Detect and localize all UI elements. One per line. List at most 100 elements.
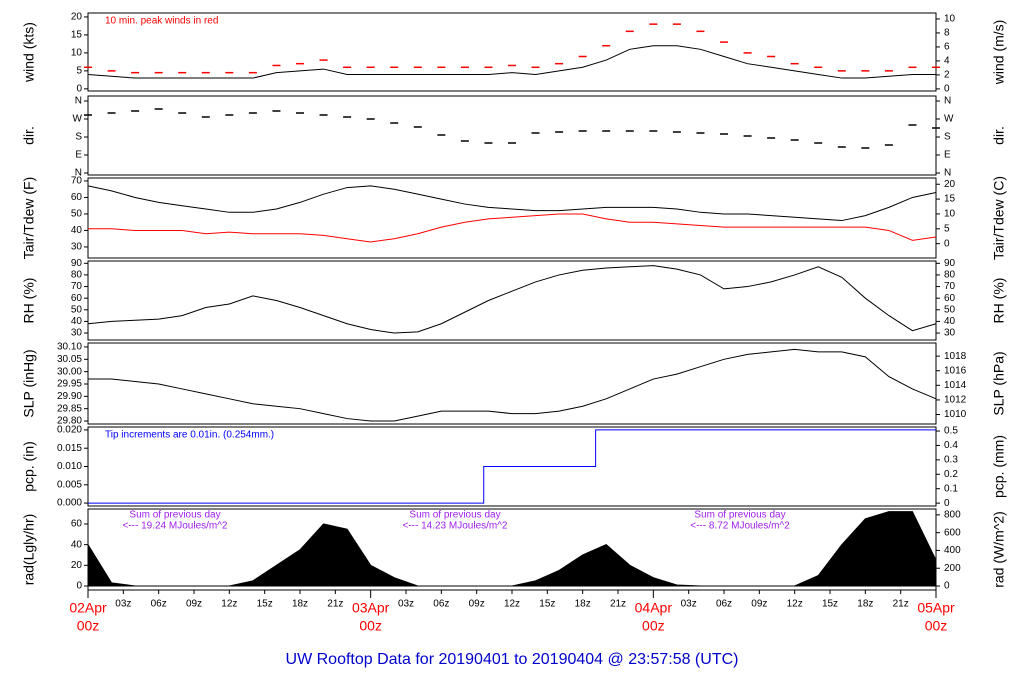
date-label: 02Apr: [69, 600, 107, 616]
y-tick-label: 50: [71, 209, 83, 220]
date-sub-label: 00z: [925, 618, 948, 634]
y2-tick-label: 40: [944, 316, 956, 327]
y-axis-label: SLP (inHg): [21, 349, 37, 417]
line: [87, 265, 937, 334]
panel-frame: [87, 12, 937, 92]
x-tick-label: 03z: [681, 599, 697, 610]
y-tick-label: 15: [71, 30, 83, 41]
panel-frame: [87, 260, 937, 341]
x-tick-label: 21z: [327, 599, 343, 610]
y-tick-label: S: [75, 132, 82, 143]
y2-axis-label: RH (%): [991, 278, 1007, 324]
y-tick-label: 30: [71, 328, 83, 339]
y2-tick-label: 15: [944, 194, 956, 205]
note-sub: <--- 14.23 MJoules/m^2: [402, 521, 507, 532]
line: [88, 348, 937, 422]
x-tick-label: 09z: [186, 599, 202, 610]
y2-tick-label: 90: [944, 258, 956, 269]
note-sub: <--- 19.24 MJoules/m^2: [122, 521, 227, 532]
y-tick-label: 40: [71, 225, 83, 236]
y2-axis-label: Tair/Tdew (C): [991, 176, 1007, 260]
area: [87, 511, 937, 587]
y2-tick-label: 70: [944, 281, 956, 292]
y-tick-label: 30: [71, 242, 83, 253]
y2-tick-label: 0: [944, 581, 950, 592]
date-label: 05Apr: [917, 600, 955, 616]
y-tick-label: 70: [71, 281, 83, 292]
y-tick-label: 5: [76, 66, 82, 77]
y2-tick-label: 60: [944, 293, 956, 304]
y2-axis-label: rad (W/m^2): [991, 511, 1007, 588]
y2-tick-label: 600: [944, 527, 961, 538]
date-sub-label: 00z: [359, 618, 382, 634]
y2-tick-label: 1018: [944, 351, 967, 362]
x-tick-label: 09z: [751, 599, 767, 610]
date-label: 04Apr: [635, 600, 673, 616]
y2-tick-label: 0.3: [944, 455, 958, 466]
y2-tick-label: 30: [944, 328, 956, 339]
y2-tick-label: 2: [944, 70, 950, 81]
y-tick-label: 29.90: [57, 391, 82, 402]
panel-frame: [87, 342, 937, 425]
x-tick-label: 09z: [469, 599, 485, 610]
y2-tick-label: 6: [944, 42, 950, 53]
panel-frame: [87, 95, 937, 176]
y-tick-label: N: [75, 168, 82, 179]
y2-tick-label: 80: [944, 270, 956, 281]
y2-tick-label: 200: [944, 563, 961, 574]
line: [88, 213, 937, 243]
x-tick-label: 21z: [893, 599, 909, 610]
y-tick-label: 90: [71, 258, 83, 269]
x-tick-label: 15z: [822, 599, 838, 610]
y-tick-label: E: [75, 150, 82, 161]
y2-axis-label: pcp. (mm): [991, 435, 1007, 498]
y2-tick-label: 0.1: [944, 483, 958, 494]
y-tick-label: 0.010: [57, 461, 82, 472]
y-axis-label: Tair/Tdew (F): [21, 177, 37, 259]
y2-tick-label: 0.5: [944, 426, 958, 437]
y-tick-label: 29.85: [57, 403, 82, 414]
y-tick-label: W: [73, 114, 83, 125]
x-tick-label: 21z: [610, 599, 626, 610]
y-tick-label: 30.05: [57, 354, 82, 365]
y-tick-label: 10: [71, 48, 83, 59]
line: [87, 45, 936, 79]
y-tick-label: 60: [71, 519, 83, 530]
y-axis-label: pcp. (in): [21, 441, 37, 492]
y2-tick-label: 20: [944, 179, 956, 190]
y2-tick-label: 400: [944, 545, 961, 556]
y-tick-label: N: [75, 96, 82, 107]
y-axis-label: wind (kts): [21, 22, 37, 83]
x-tick-label: 03z: [115, 599, 131, 610]
y-tick-label: 0.020: [57, 425, 82, 436]
y-tick-label: 30.10: [57, 342, 82, 353]
annotation: Tip increments are 0.01in. (0.254mm.): [105, 430, 274, 441]
y2-tick-label: 0.4: [944, 440, 958, 451]
y-tick-label: 70: [71, 176, 83, 187]
y-tick-label: 80: [71, 270, 83, 281]
x-tick-label: 06z: [433, 599, 449, 610]
y2-tick-label: 0: [944, 84, 950, 95]
line: [87, 185, 937, 222]
date-sub-label: 00z: [77, 618, 100, 634]
y2-tick-label: 10: [944, 14, 956, 25]
note: Sum of previous day: [409, 510, 500, 521]
x-tick-label: 18z: [857, 599, 873, 610]
y2-tick-label: 800: [944, 510, 961, 521]
note: Sum of previous day: [129, 510, 220, 521]
y2-tick-label: W: [944, 114, 954, 125]
y-tick-label: 29.80: [57, 416, 82, 427]
x-tick-label: 12z: [787, 599, 803, 610]
y-tick-label: 40: [71, 316, 83, 327]
y2-tick-label: 1014: [944, 380, 967, 391]
y2-tick-label: 4: [944, 56, 950, 67]
x-tick-label: 15z: [539, 599, 555, 610]
x-tick-label: 06z: [716, 599, 732, 610]
chart-title: UW Rooftop Data for 20190401 to 20190404…: [286, 651, 739, 668]
y-axis-label: rad(Lgly/hr): [21, 514, 37, 586]
annotation: 10 min. peak winds in red: [105, 16, 218, 27]
y2-tick-label: 1012: [944, 395, 967, 406]
y-tick-label: 29.95: [57, 379, 82, 390]
y-tick-label: 0.005: [57, 479, 82, 490]
